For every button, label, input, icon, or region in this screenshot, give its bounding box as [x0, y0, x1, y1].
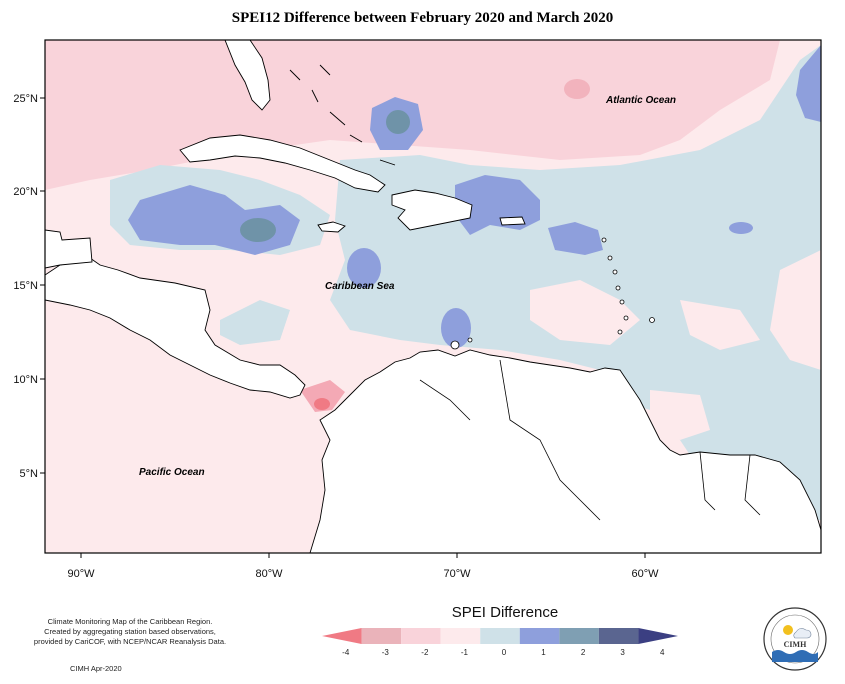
lat-tick-15n: 15°N [13, 280, 38, 292]
anomaly-positive-southwest [220, 300, 290, 345]
anomaly-strong-positive-4 [548, 222, 603, 255]
cimh-logo: CIMH [763, 607, 827, 671]
land-puerto-rico [499, 216, 526, 226]
credits-stamp: CIMH Apr-2020 [70, 664, 122, 673]
anomaly-strong-positive-7 [729, 222, 753, 234]
land-florida [224, 40, 271, 111]
lon-tick-80w: 80°W [255, 568, 283, 580]
legend-tick-label: 1 [541, 648, 546, 657]
legend-tick-label: -3 [382, 648, 390, 657]
land-jamaica [317, 221, 346, 233]
legend-title: SPEI Difference [451, 604, 559, 621]
credits-line-3: provided by CariCOF, with NCEP/NCAR Rean… [33, 637, 227, 646]
anomaly-negative-spot [564, 79, 590, 99]
legend-tick-label: 3 [620, 648, 625, 657]
lon-tick-90w: 90°W [67, 568, 95, 580]
sun-icon [783, 625, 793, 635]
anomaly-strong-positive-6 [441, 308, 471, 348]
map-frame [44, 39, 822, 554]
anomaly-strongest-positive-2 [386, 110, 410, 134]
anomaly-negative-patch-3 [770, 250, 821, 370]
legend-colorbar [322, 628, 678, 644]
legend-swatch [480, 628, 520, 644]
land-hispaniola [391, 189, 473, 231]
lat-tick-5n: 5°N [20, 468, 39, 480]
land-south-america [309, 349, 821, 553]
credits-line-2: Created by aggregating station based obs… [44, 627, 216, 636]
land-borders [419, 359, 761, 521]
legend-tick-label: 4 [660, 648, 665, 657]
legend-swatch [440, 628, 481, 644]
legend-tick-labels: -4 -3 -2 -1 0 1 2 3 4 [342, 648, 665, 657]
legend-tick-label: -2 [421, 648, 429, 657]
land-lesser-antilles [450, 237, 655, 350]
lat-tick-20n: 20°N [13, 186, 38, 198]
anomaly-strong-positive-5 [347, 248, 381, 288]
lat-tick-25n: 25°N [13, 93, 38, 105]
legend-swatch [519, 628, 560, 644]
lon-tick-70w: 70°W [443, 568, 471, 580]
legend-swatch [322, 628, 362, 644]
land-yucatan [45, 229, 93, 269]
cloud-icon [793, 628, 812, 639]
label-atlantic-ocean: Atlantic Ocean [605, 95, 676, 106]
anomaly-strongest-positive-1 [240, 218, 276, 242]
credits-line-1: Climate Monitoring Map of the Caribbean … [47, 617, 213, 626]
legend-tick-label: -1 [461, 648, 469, 657]
wave-icon [772, 650, 818, 662]
anomaly-strong-positive-8 [796, 45, 821, 122]
map-title: SPEI12 Difference between February 2020 … [231, 10, 614, 26]
anomaly-negative-patch-4 [650, 390, 710, 440]
legend-tick-label: 0 [502, 648, 507, 657]
map-credits: Climate Monitoring Map of the Caribbean … [10, 617, 250, 647]
land-cuba [179, 134, 386, 193]
lon-tick-60w: 60°W [631, 568, 659, 580]
lat-tick-10n: 10°N [13, 374, 38, 386]
legend-swatch [598, 628, 639, 644]
legend-swatch [361, 628, 402, 644]
axis-ticks [40, 97, 646, 558]
legend-swatch [559, 628, 599, 644]
logo-text: CIMH [784, 640, 807, 649]
anomaly-negative-panama [300, 380, 345, 412]
legend-swatch [638, 628, 678, 644]
land-bahamas [289, 64, 396, 166]
legend-tick-label: 2 [581, 648, 586, 657]
anomaly-strong-negative-panama [314, 398, 330, 410]
label-caribbean-sea: Caribbean Sea [325, 281, 395, 292]
legend-tick-label: -4 [342, 648, 350, 657]
land-central-america [45, 257, 306, 399]
label-pacific-ocean: Pacific Ocean [139, 467, 205, 478]
anomaly-negative-patch-1 [530, 280, 640, 345]
legend-swatch [401, 628, 441, 644]
anomaly-negative-patch-2 [680, 300, 760, 350]
